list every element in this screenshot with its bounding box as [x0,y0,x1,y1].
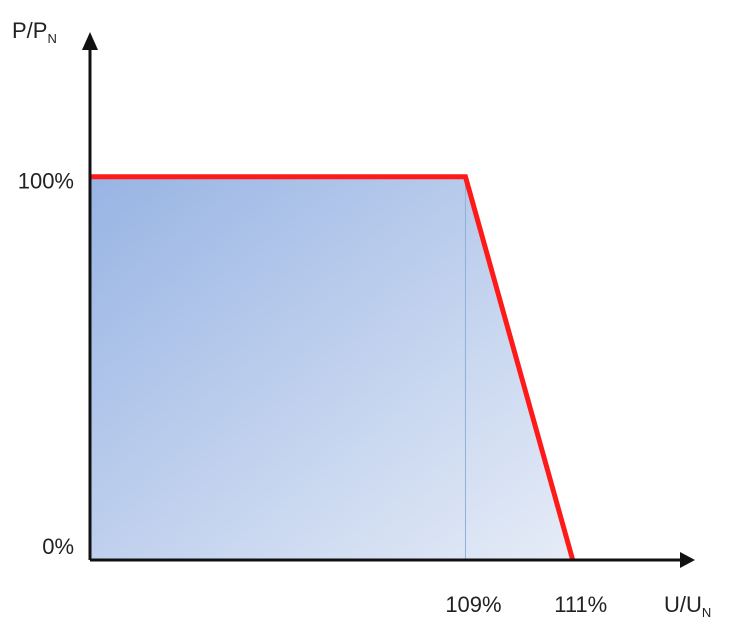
y-tick-label: 100% [18,169,74,194]
x-axis-label: U/UN [664,592,711,621]
area-fill [90,176,573,560]
y-axis-label: P/PN [12,18,57,47]
y-axis-label-main: P/P [12,18,47,43]
y-axis-label-sub: N [47,31,56,46]
x-axis-label-main: U/U [664,592,702,617]
x-axis-arrow [680,552,695,568]
x-tick-label: 111% [554,592,607,617]
line [90,174,576,561]
y-tick-label: 0% [42,534,74,559]
x-tick-label: 109% [445,592,501,617]
y-axis-arrow [82,32,98,50]
x-axis-label-sub: N [702,605,711,620]
